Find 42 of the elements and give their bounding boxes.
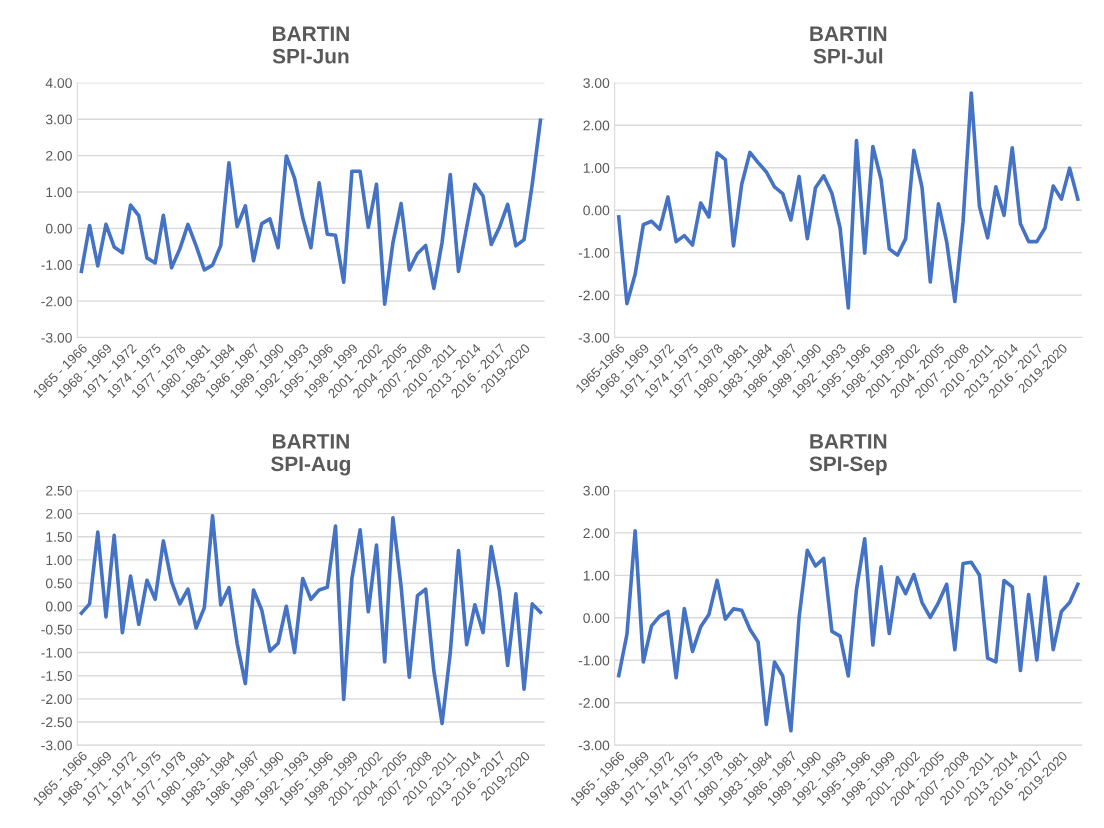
y-tick-label: -3.00 [578,740,610,751]
y-tick-label: 1.00 [583,163,610,173]
chart-title: BARTIN SPI-Sep [809,434,887,476]
y-tick-label: 3.00 [583,485,610,496]
y-tick-label: -1.00 [41,260,72,270]
line-series [616,91,1080,310]
line-series [79,514,543,726]
y-tick-label: 2.00 [46,150,72,161]
y-tick-label: -3.00 [41,332,72,343]
y-tick-label: -1.50 [41,671,72,681]
y-tick-label: -2.50 [41,717,72,728]
chart-title: BARTIN SPI-Jul [810,26,887,64]
y-tick-label: 2.00 [46,508,72,519]
y-tick-label: 3.00 [45,114,72,125]
y-tick-label: -0.50 [41,624,72,635]
y-tick-label: 2.00 [583,120,610,131]
y-tick-label: 1.50 [46,532,72,542]
y-tick-label: -2.00 [578,290,610,301]
y-tick-label: -2.00 [578,698,610,708]
y-tick-label: 0.00 [45,223,72,234]
y-tick-label: 3.00 [583,78,610,88]
line-series [616,528,1080,733]
y-tick-label: -2.00 [41,694,72,705]
y-tick-label: 2.50 [46,485,72,496]
y-tick-label: 0.00 [45,601,72,612]
line-series [79,118,543,306]
y-tick-label: -3.00 [578,332,610,343]
y-tick-label: -1.00 [578,655,610,666]
y-tick-label: -1.00 [578,247,610,258]
y-tick-label: 1.00 [583,570,610,581]
chart-title: BARTIN SPI-Aug [271,434,351,476]
y-tick-label: -2.00 [41,296,72,307]
y-tick-label: -3.00 [41,740,72,751]
y-tick-label: 0.00 [583,613,610,623]
y-tick-label: 4.00 [45,78,72,88]
chart-title: BARTIN SPI-Jun [272,26,349,64]
y-tick-label: 1.00 [46,187,72,198]
y-tick-label: 1.00 [46,555,72,566]
y-tick-label: 2.00 [583,528,610,539]
y-tick-label: -1.00 [41,647,72,658]
y-tick-label: 0.00 [583,205,610,216]
y-tick-label: 0.50 [45,578,72,589]
